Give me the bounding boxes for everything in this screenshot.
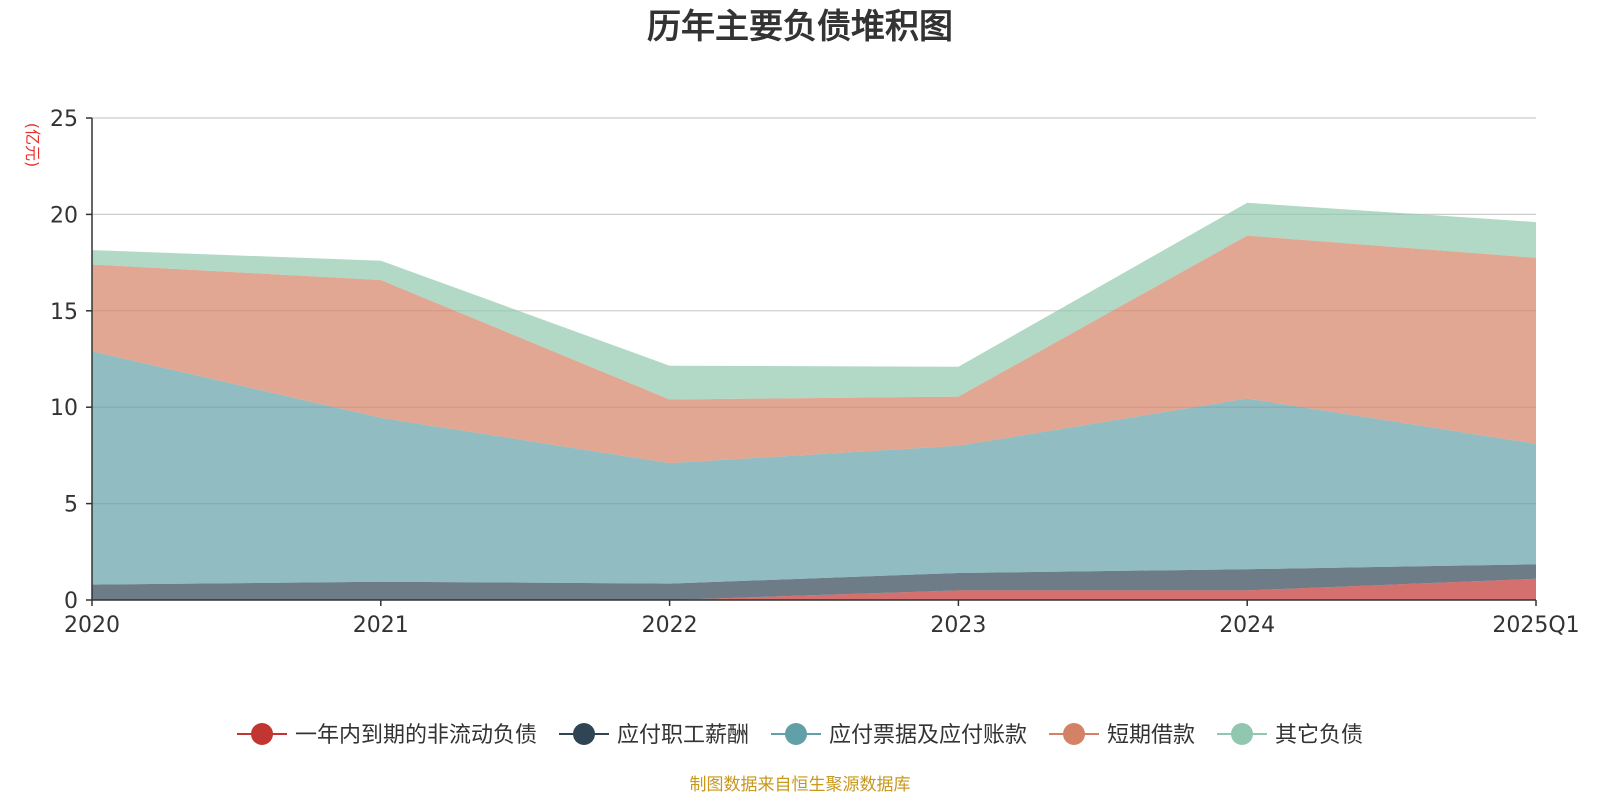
y-tick-label: 10 xyxy=(50,396,78,421)
y-axis-unit-label: (亿元) xyxy=(23,123,42,168)
source-note: 制图数据来自恒生聚源数据库 xyxy=(690,775,911,795)
x-tick-labels: 2020 2021 2022 2023 2024 2025Q1 xyxy=(64,600,1580,638)
chart-title: 历年主要负债堆积图 xyxy=(647,7,953,47)
x-tick-label: 2023 xyxy=(930,613,986,638)
x-tick-label: 2022 xyxy=(642,613,698,638)
legend-marker xyxy=(573,723,595,745)
legend-item[interactable]: 短期借款 xyxy=(1049,723,1195,748)
x-tick-label: 2020 xyxy=(64,613,120,638)
legend-marker xyxy=(785,723,807,745)
legend-marker xyxy=(1063,723,1085,745)
legend-label: 应付职工薪酬 xyxy=(617,723,749,748)
legend: 一年内到期的非流动负债 应付职工薪酬 应付票据及应付账款 短期借款 其它负债 xyxy=(237,723,1363,748)
x-tick-label: 2024 xyxy=(1219,613,1275,638)
legend-label: 应付票据及应付账款 xyxy=(829,723,1027,748)
area-series-2 xyxy=(92,351,1536,585)
area-series-3 xyxy=(92,235,1536,464)
legend-item[interactable]: 其它负债 xyxy=(1217,723,1363,748)
area-series xyxy=(92,202,1536,600)
y-tick-label: 20 xyxy=(50,203,78,228)
axes xyxy=(91,118,1536,601)
area-series-4 xyxy=(92,202,1536,400)
y-tick-label: 15 xyxy=(50,300,78,325)
legend-label: 短期借款 xyxy=(1107,723,1195,748)
legend-label: 一年内到期的非流动负债 xyxy=(295,723,537,748)
area-series-1 xyxy=(92,564,1536,600)
legend-item[interactable]: 应付票据及应付账款 xyxy=(771,723,1027,748)
legend-label: 其它负债 xyxy=(1275,723,1363,748)
y-tick-label: 0 xyxy=(64,589,78,614)
y-tick-label: 5 xyxy=(64,493,78,518)
y-tick-labels: 0 5 10 15 20 25 xyxy=(50,107,92,614)
legend-item[interactable]: 一年内到期的非流动负债 xyxy=(237,723,537,748)
y-tick-label: 25 xyxy=(50,107,78,132)
x-tick-label: 2025Q1 xyxy=(1492,613,1579,638)
area-series-0 xyxy=(92,578,1536,600)
legend-item[interactable]: 应付职工薪酬 xyxy=(559,723,749,748)
legend-marker xyxy=(251,723,273,745)
legend-marker xyxy=(1231,723,1253,745)
x-tick-label: 2021 xyxy=(353,613,409,638)
